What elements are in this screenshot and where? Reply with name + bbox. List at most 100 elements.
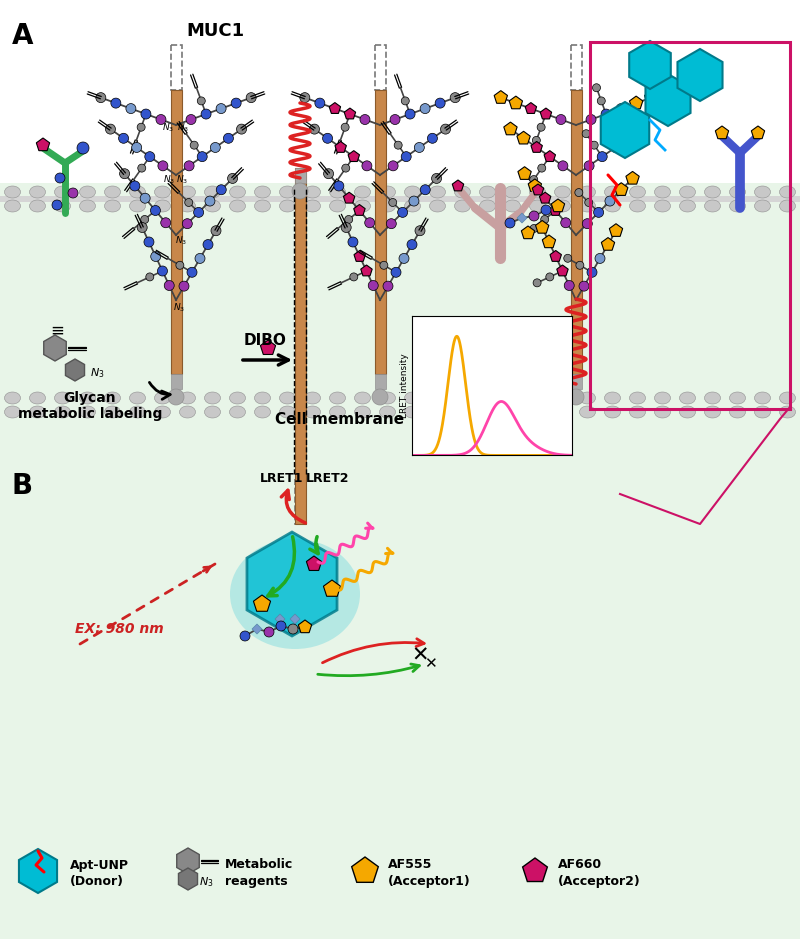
Circle shape [52,200,62,210]
Ellipse shape [730,406,746,418]
Polygon shape [630,41,670,89]
Circle shape [532,136,540,145]
Text: (Acceptor1): (Acceptor1) [388,874,470,887]
Bar [170,90,182,374]
Circle shape [350,273,358,281]
Ellipse shape [454,406,470,418]
Ellipse shape [654,406,670,418]
Circle shape [407,239,417,250]
Ellipse shape [505,200,521,212]
Polygon shape [622,131,635,144]
Circle shape [334,181,344,191]
Polygon shape [645,91,658,103]
Circle shape [341,123,349,131]
Circle shape [185,198,193,207]
Ellipse shape [79,186,95,198]
Polygon shape [614,183,628,195]
Circle shape [322,133,333,144]
Text: $N_3$: $N_3$ [177,174,189,186]
Circle shape [610,143,620,152]
Circle shape [558,161,568,171]
Text: $N_3$: $N_3$ [90,366,105,380]
Circle shape [203,239,213,250]
Ellipse shape [105,186,121,198]
Polygon shape [510,96,522,109]
Ellipse shape [130,392,146,404]
Bar [294,168,306,524]
Ellipse shape [579,200,595,212]
Polygon shape [260,340,276,354]
Ellipse shape [230,392,246,404]
Ellipse shape [754,392,770,404]
Ellipse shape [154,406,170,418]
Ellipse shape [154,186,170,198]
Circle shape [546,273,554,281]
Ellipse shape [279,200,295,212]
Circle shape [587,268,597,277]
Polygon shape [335,142,346,152]
Text: ✕: ✕ [411,646,429,666]
Text: metabolic labeling: metabolic labeling [18,407,162,421]
Ellipse shape [54,406,70,418]
Ellipse shape [230,186,246,198]
Ellipse shape [305,186,321,198]
Polygon shape [247,532,337,636]
Bar [294,168,306,183]
Ellipse shape [54,392,70,404]
Ellipse shape [179,392,195,404]
Ellipse shape [579,392,595,404]
Ellipse shape [105,406,121,418]
Polygon shape [343,192,355,203]
Ellipse shape [54,200,70,212]
Ellipse shape [730,392,746,404]
Circle shape [533,279,541,286]
Ellipse shape [654,200,670,212]
Bar [570,45,582,90]
Ellipse shape [605,392,621,404]
Circle shape [594,208,604,217]
Ellipse shape [205,200,221,212]
Polygon shape [66,359,85,381]
Polygon shape [551,199,565,211]
Circle shape [368,281,378,290]
Text: A: A [12,22,34,50]
Polygon shape [298,620,312,633]
Circle shape [415,225,425,236]
Ellipse shape [205,392,221,404]
Circle shape [360,115,370,125]
Circle shape [394,141,402,149]
Polygon shape [646,74,690,126]
Circle shape [556,115,566,125]
Polygon shape [494,91,507,103]
Circle shape [130,181,140,191]
Circle shape [575,189,583,196]
Circle shape [345,215,353,223]
Circle shape [399,254,409,264]
Ellipse shape [554,406,570,418]
Ellipse shape [5,392,21,404]
Text: LRET1: LRET1 [260,472,304,485]
Circle shape [292,183,308,199]
Ellipse shape [779,406,795,418]
Polygon shape [635,122,648,135]
Bar [570,374,582,389]
Polygon shape [275,614,285,624]
Circle shape [68,188,78,198]
Circle shape [386,219,396,229]
Bar [170,45,182,90]
Polygon shape [522,858,547,882]
Circle shape [119,169,130,178]
Ellipse shape [279,406,295,418]
Circle shape [164,281,174,290]
Polygon shape [306,556,322,571]
Circle shape [427,133,438,144]
Circle shape [140,193,150,203]
Polygon shape [550,251,562,261]
Text: $N_3$: $N_3$ [175,235,187,247]
Text: B: B [12,472,33,500]
Ellipse shape [530,186,546,198]
Circle shape [168,389,184,405]
Text: $N_3$: $N_3$ [199,875,214,889]
Ellipse shape [430,406,446,418]
Circle shape [315,98,325,108]
